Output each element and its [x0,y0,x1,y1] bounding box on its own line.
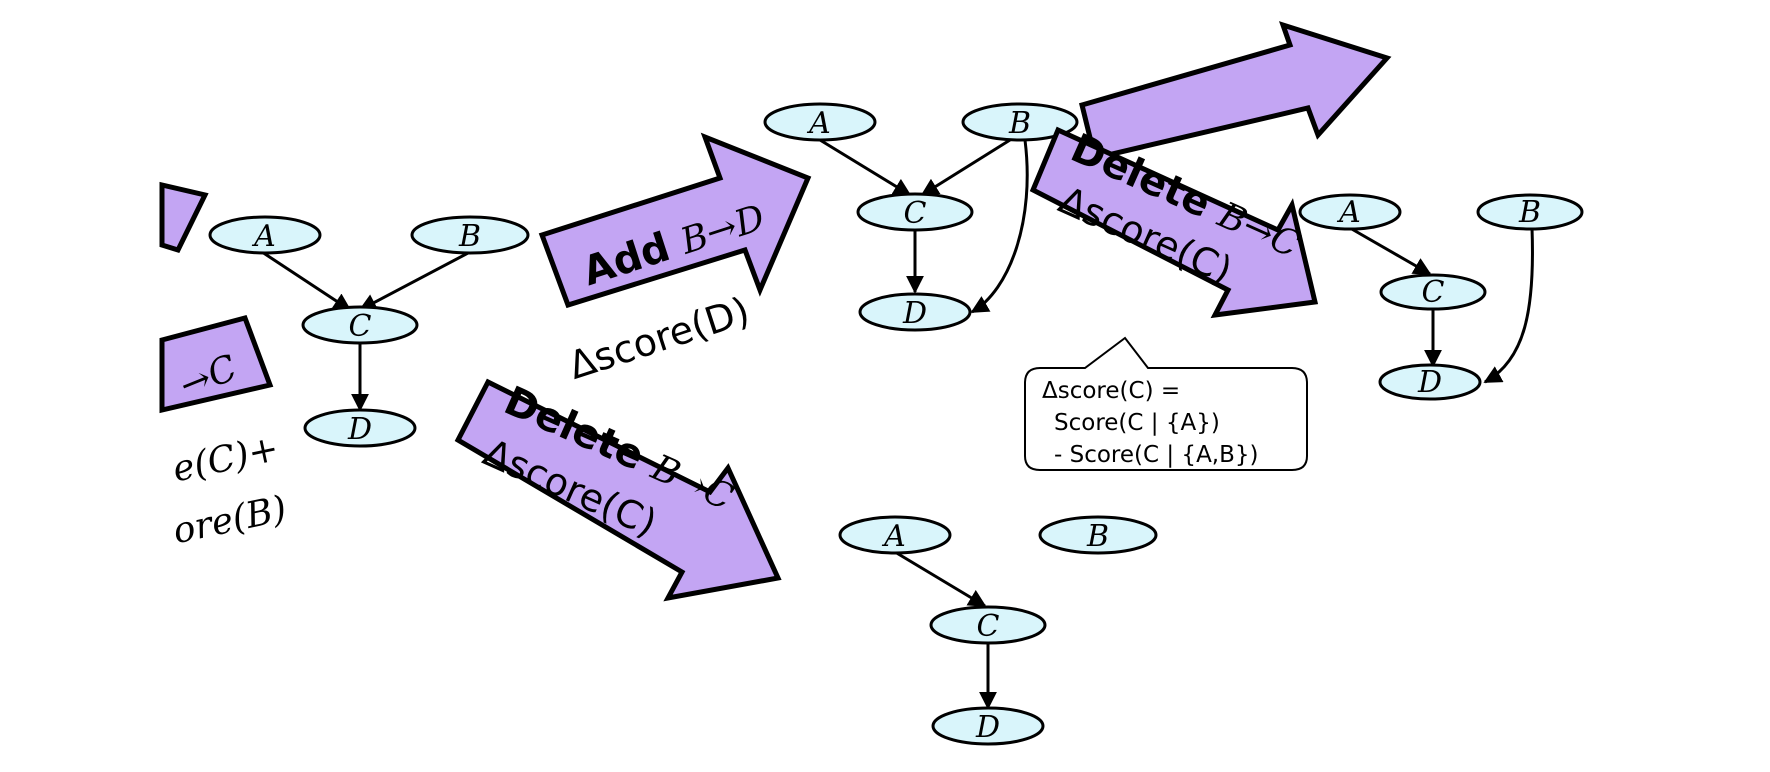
svg-text:C: C [349,309,372,344]
node-c: C [1381,275,1485,310]
operation-delete-b-c-top: Delete B→C Δscore(C) [1033,125,1315,315]
callout-delta-score: Δscore(C) = Score(C | {A}) - Score(C | {… [1025,338,1307,470]
node-b: B [1040,517,1156,554]
callout-line-1: Δscore(C) = [1042,378,1180,404]
arrow-add-b-d-delta: Δscore(D) [563,288,754,388]
node-d: D [860,294,970,331]
edge-b-d [1485,228,1532,382]
edge-a-c [262,252,350,310]
svg-text:D: D [1417,365,1442,400]
edge-b-c [360,252,470,310]
arrow-top-right [1082,25,1387,158]
edge-a-c [895,552,985,606]
svg-text:B: B [1518,195,1541,230]
edge-b-d [972,140,1027,312]
svg-text:D: D [902,296,927,331]
node-a: A [210,217,320,254]
node-c: C [303,307,417,344]
node-c: C [858,194,972,231]
edge-a-c [1350,228,1430,274]
svg-text:C: C [977,609,1000,644]
operation-add-b-d: Add B→D Δscore(D) [542,137,808,388]
edge-b-c [922,140,1010,195]
graph-after-delete-bottom: A B C D [840,517,1156,745]
svg-text:D: D [347,412,372,447]
edge-a-c [820,140,910,195]
node-d: D [933,708,1043,745]
svg-text:D: D [975,710,1000,745]
partial-arrow-top [162,185,205,250]
svg-text:A: A [251,219,276,254]
svg-text:B: B [458,219,481,254]
node-b: B [412,217,528,254]
svg-text:B: B [1008,106,1031,141]
svg-text:A: A [1336,195,1361,230]
fragment-score-c: e(C)+ [169,428,282,490]
node-c: C [931,607,1045,644]
operation-delete-b-c-bottom: Delete B→C Δscore(C) [458,378,778,598]
svg-text:B: B [1086,519,1109,554]
node-a: A [1300,195,1400,230]
node-d: D [305,410,415,447]
node-a: A [840,517,950,554]
callout-line-2: Score(C | {A}) [1054,410,1220,436]
arrow-add-b-d [542,137,808,305]
node-a: A [765,104,875,141]
node-d: D [1380,365,1480,400]
graph-after-delete-top: A B C D [1300,195,1582,400]
svg-text:C: C [1422,275,1445,310]
callout-line-3: - Score(C | {A,B}) [1054,442,1259,468]
graph-after-add: A B C D [765,104,1077,331]
svg-text:C: C [904,196,927,231]
svg-text:A: A [881,519,906,554]
node-b: B [1478,195,1582,230]
fragment-score-b: ore(B) [170,488,291,552]
svg-text:A: A [806,106,831,141]
